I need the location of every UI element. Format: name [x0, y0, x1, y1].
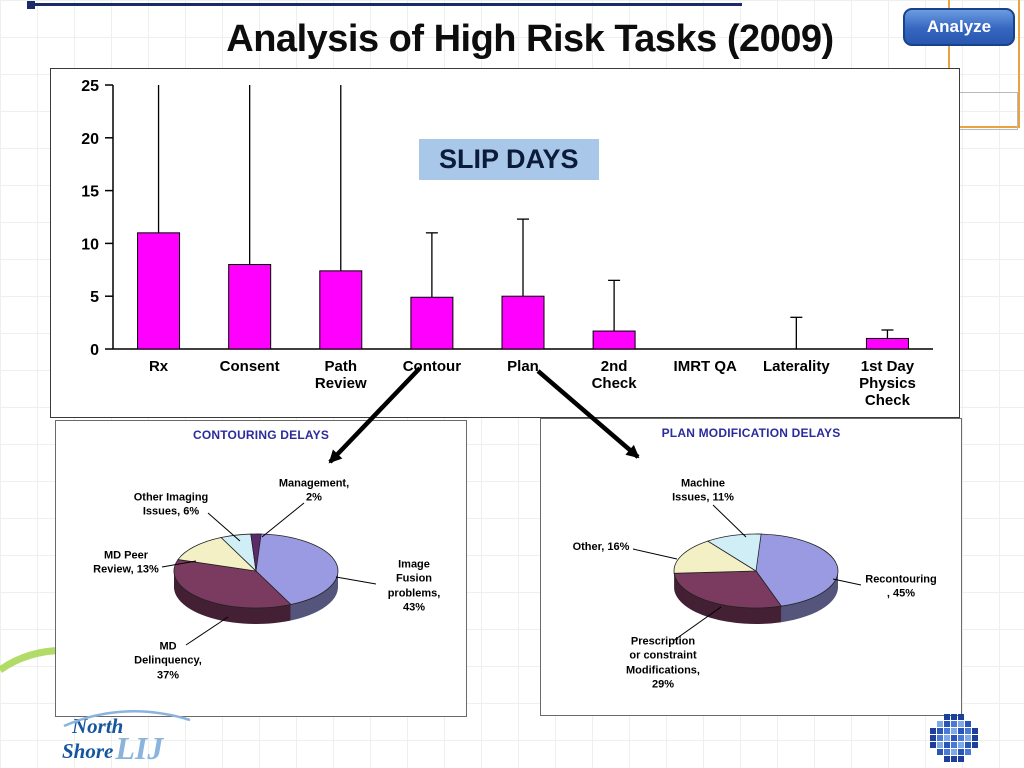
contouring-delays-title: CONTOURING DELAYS — [192, 428, 330, 442]
svg-text:25: 25 — [81, 78, 99, 95]
top-border-line — [30, 3, 742, 6]
contouring-delays-pie-chart — [161, 502, 377, 646]
svg-text:Rx: Rx — [149, 358, 169, 375]
slide-title: Analysis of High Risk Tasks (2009) — [226, 18, 834, 60]
svg-text:Contour: Contour — [403, 358, 461, 375]
plan-modification-delays-panel: PLAN MODIFICATION DELAYS Machine Issues,… — [540, 418, 962, 716]
plan-modification-delays-title: PLAN MODIFICATION DELAYS — [661, 426, 841, 440]
svg-text:Consent: Consent — [220, 358, 280, 375]
corner-decoration-gray — [956, 92, 1018, 130]
pie-label-prescription-modifications: Prescription or constraint Modifications… — [626, 635, 700, 691]
analyze-button[interactable]: Analyze — [903, 8, 1015, 46]
logo-text-shore: Shore — [62, 739, 114, 763]
logo-text-lij: LIJ — [115, 730, 164, 766]
svg-text:10: 10 — [81, 236, 99, 253]
plan-modification-delays-pie-chart — [632, 504, 862, 642]
contouring-delays-panel: CONTOURING DELAYS Management, 2% Other I… — [55, 420, 467, 717]
slip-days-label: SLIP DAYS — [419, 139, 599, 180]
pie-label-md-delinquency: MD Delinquency, 37% — [134, 640, 202, 682]
globe-icon — [930, 714, 978, 762]
svg-text:0: 0 — [90, 342, 99, 359]
pie-label-other: Other, 16% — [572, 540, 630, 553]
logo-arc-decoration — [63, 710, 191, 728]
pie-label-other-imaging-issues: Other Imaging Issues, 6% — [133, 491, 209, 518]
pie-label-machine-issues: Machine Issues, 11% — [672, 477, 734, 504]
svg-text:IMRT QA: IMRT QA — [674, 358, 737, 375]
svg-text:Plan: Plan — [507, 358, 539, 375]
svg-text:15: 15 — [81, 184, 99, 201]
corner-decoration-orange — [948, 0, 1020, 128]
slip-days-chart-panel: 0 5 10 15 20 25 Rx Consent Path Review Contour Plan… — [50, 68, 960, 418]
svg-text:Laterality: Laterality — [763, 358, 830, 375]
pie-label-recontouring: Recontouring , 45% — [865, 573, 937, 600]
svg-text:5: 5 — [90, 289, 99, 306]
pie-label-image-fusion: Image Fusion problems, 43% — [387, 558, 441, 614]
logo-text-north: North — [72, 714, 124, 738]
pie-label-management: Management, 2% — [278, 477, 350, 504]
svg-text:20: 20 — [81, 131, 99, 148]
slip-days-bar-chart: 0 5 10 15 20 25 Rx Consent Path Review Contour Plan… — [81, 78, 933, 409]
pie-label-md-peer-review: MD Peer Review, 13% — [93, 549, 159, 576]
northshore-lij-logo: North Shore LIJ — [58, 710, 208, 764]
